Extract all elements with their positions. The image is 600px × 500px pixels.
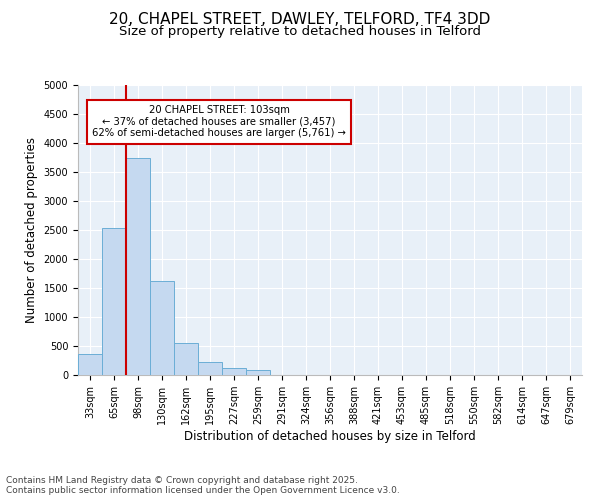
Bar	[246, 370, 270, 375]
Bar	[102, 228, 126, 375]
Y-axis label: Number of detached properties: Number of detached properties	[25, 137, 38, 323]
Bar	[150, 281, 174, 375]
X-axis label: Distribution of detached houses by size in Telford: Distribution of detached houses by size …	[184, 430, 476, 443]
Bar	[174, 342, 198, 375]
Bar	[78, 354, 102, 375]
Text: 20 CHAPEL STREET: 103sqm
← 37% of detached houses are smaller (3,457)
62% of sem: 20 CHAPEL STREET: 103sqm ← 37% of detach…	[92, 106, 346, 138]
Text: Contains HM Land Registry data © Crown copyright and database right 2025.
Contai: Contains HM Land Registry data © Crown c…	[6, 476, 400, 495]
Bar	[126, 158, 150, 375]
Text: 20, CHAPEL STREET, DAWLEY, TELFORD, TF4 3DD: 20, CHAPEL STREET, DAWLEY, TELFORD, TF4 …	[109, 12, 491, 28]
Text: Size of property relative to detached houses in Telford: Size of property relative to detached ho…	[119, 25, 481, 38]
Bar	[222, 368, 246, 375]
Bar	[198, 362, 222, 375]
